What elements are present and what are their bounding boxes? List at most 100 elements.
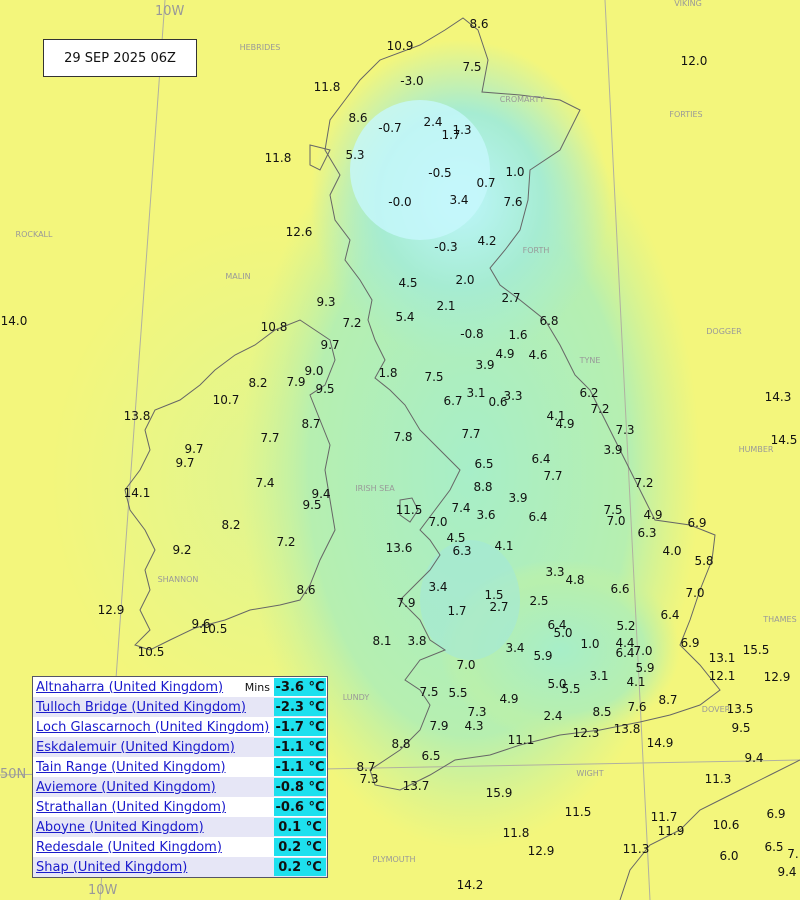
temperature-value: 6.4 [531,452,550,466]
temperature-value: 7.4 [451,501,470,515]
temperature-value: 6.5 [764,840,783,854]
temperature-value: 4.9 [555,417,574,431]
temperature-value: -0.0 [388,195,411,209]
temperature-value: 9.5 [731,721,750,735]
temperature-value: 0.6 [488,395,507,409]
temperature-value: 2.4 [543,709,562,723]
temperature-value: 7.6 [627,700,646,714]
cold-core [350,100,490,240]
temperature-value: 3.9 [508,491,527,505]
temperature-value: 6.0 [719,849,738,863]
temperature-value: 7.0 [606,514,625,528]
min-temperature-value: 0.2 °C [274,838,326,856]
temperature-value: 13.5 [727,702,754,716]
station-link[interactable]: Tulloch Bridge (United Kingdom) [36,699,246,715]
temperature-value: 11.8 [503,826,530,840]
temperature-value: 7.5 [424,370,443,384]
temperature-value: 1.7 [441,128,460,142]
temperature-value: 7.2 [276,535,295,549]
temperature-value: 13.6 [386,541,413,555]
temperature-value: 7.8 [393,430,412,444]
temperature-value: -3.0 [400,74,423,88]
temperature-value: 6.2 [579,386,598,400]
temperature-value: 3.6 [476,508,495,522]
temperature-value: 6.5 [474,457,493,471]
temperature-value: 6.5 [421,749,440,763]
temperature-value: 12.9 [528,844,555,858]
station-link[interactable]: Aboyne (United Kingdom) [36,819,204,835]
temperature-value: 13.1 [709,651,736,665]
temperature-value: 4.3 [464,719,483,733]
sea-area-label: ROCKALL [16,230,53,239]
temperature-value: 4.6 [528,348,547,362]
sea-area-label: LUNDY [343,693,370,702]
temperature-value: 5.0 [547,677,566,691]
temperature-value: 12.0 [681,54,708,68]
min-temperature-value: -1.7 °C [274,718,326,736]
temperature-value: 8.6 [469,17,488,31]
min-temperature-value: -0.6 °C [274,798,326,816]
temperature-value: 7.5 [603,503,622,517]
station-link[interactable]: Redesdale (United Kingdom) [36,839,222,855]
temperature-value: 6.4 [660,608,679,622]
table-row: Shap (United Kingdom) 0.2 °C [33,857,327,877]
temperature-value: 7.5 [419,685,438,699]
temperature-value: 7. [787,847,798,861]
temperature-value: 4.1 [546,409,565,423]
sea-area-label: TYNE [579,356,601,365]
temperature-value: 9.5 [315,382,334,396]
temperature-value: 3.4 [505,641,524,655]
coastlines [124,17,800,900]
temperature-value: 3.1 [589,669,608,683]
station-link[interactable]: Tain Range (United Kingdom) [36,759,226,775]
station-link[interactable]: Loch Glascarnoch (United Kingdom) [36,719,270,735]
station-link[interactable]: Eskdalemuir (United Kingdom) [36,739,235,755]
temperature-value: 2.7 [489,600,508,614]
station-link[interactable]: Shap (United Kingdom) [36,859,188,875]
station-link[interactable]: Aviemore (United Kingdom) [36,779,216,795]
table-row: Loch Glascarnoch (United Kingdom) -1.7 °C [33,717,327,737]
temperature-value: 3.9 [475,358,494,372]
temperature-value: 3.4 [449,193,468,207]
temperature-value: 4.9 [643,508,662,522]
temperature-value: 2.5 [529,594,548,608]
temperature-value: 6.9 [680,636,699,650]
temperature-value: 7.3 [359,772,378,786]
table-row: Aviemore (United Kingdom) -0.8 °C [33,777,327,797]
temperature-value: -0.3 [434,240,457,254]
temperature-value: 9.7 [320,338,339,352]
temperature-value: 5.4 [395,310,414,324]
temperature-value: 9.6 [191,617,210,631]
min-temperature-value: -1.1 °C [274,758,326,776]
temperature-value: 10.5 [138,645,165,659]
temperature-value: 11.3 [623,842,650,856]
temperature-value: 0.7 [476,176,495,190]
table-row: Tulloch Bridge (United Kingdom) -2.3 °C [33,697,327,717]
temperature-value: 10.5 [201,622,228,636]
temperature-value: 1.0 [505,165,524,179]
temperature-value: 11.7 [651,810,678,824]
temperature-value: 11.5 [565,805,592,819]
lat-label-left: 50N [0,767,26,782]
station-link[interactable]: Strathallan (United Kingdom) [36,799,227,815]
temperature-value: 7.2 [634,476,653,490]
sea-area-labels: HEBRIDES CROMARTY FORTIES ROCKALL MALIN FORTH… [16,0,797,872]
temperature-value: 5.5 [448,686,467,700]
temperature-value: 7.9 [396,596,415,610]
station-link[interactable]: Altnaharra (United Kingdom) [36,679,224,695]
temperature-value: 12.9 [98,603,125,617]
temperature-value: 1.7 [447,604,466,618]
min-temperature-value: -1.1 °C [274,738,326,756]
temperature-value: 4.9 [495,347,514,361]
sea-area-label: SHANNON [158,575,199,584]
temperature-value: 3.3 [545,565,564,579]
temperature-value: 9.7 [184,442,203,456]
france-coast [619,759,800,900]
min-temperature-value: 0.1 °C [274,818,326,836]
temperature-value: 6.4 [547,618,566,632]
temperature-value: 8.7 [658,693,677,707]
table-row: Altnaharra (United Kingdom) Mins -3.6 °C [33,677,327,697]
table-row: Eskdalemuir (United Kingdom) -1.1 °C [33,737,327,757]
temperature-value: 12.9 [764,670,791,684]
